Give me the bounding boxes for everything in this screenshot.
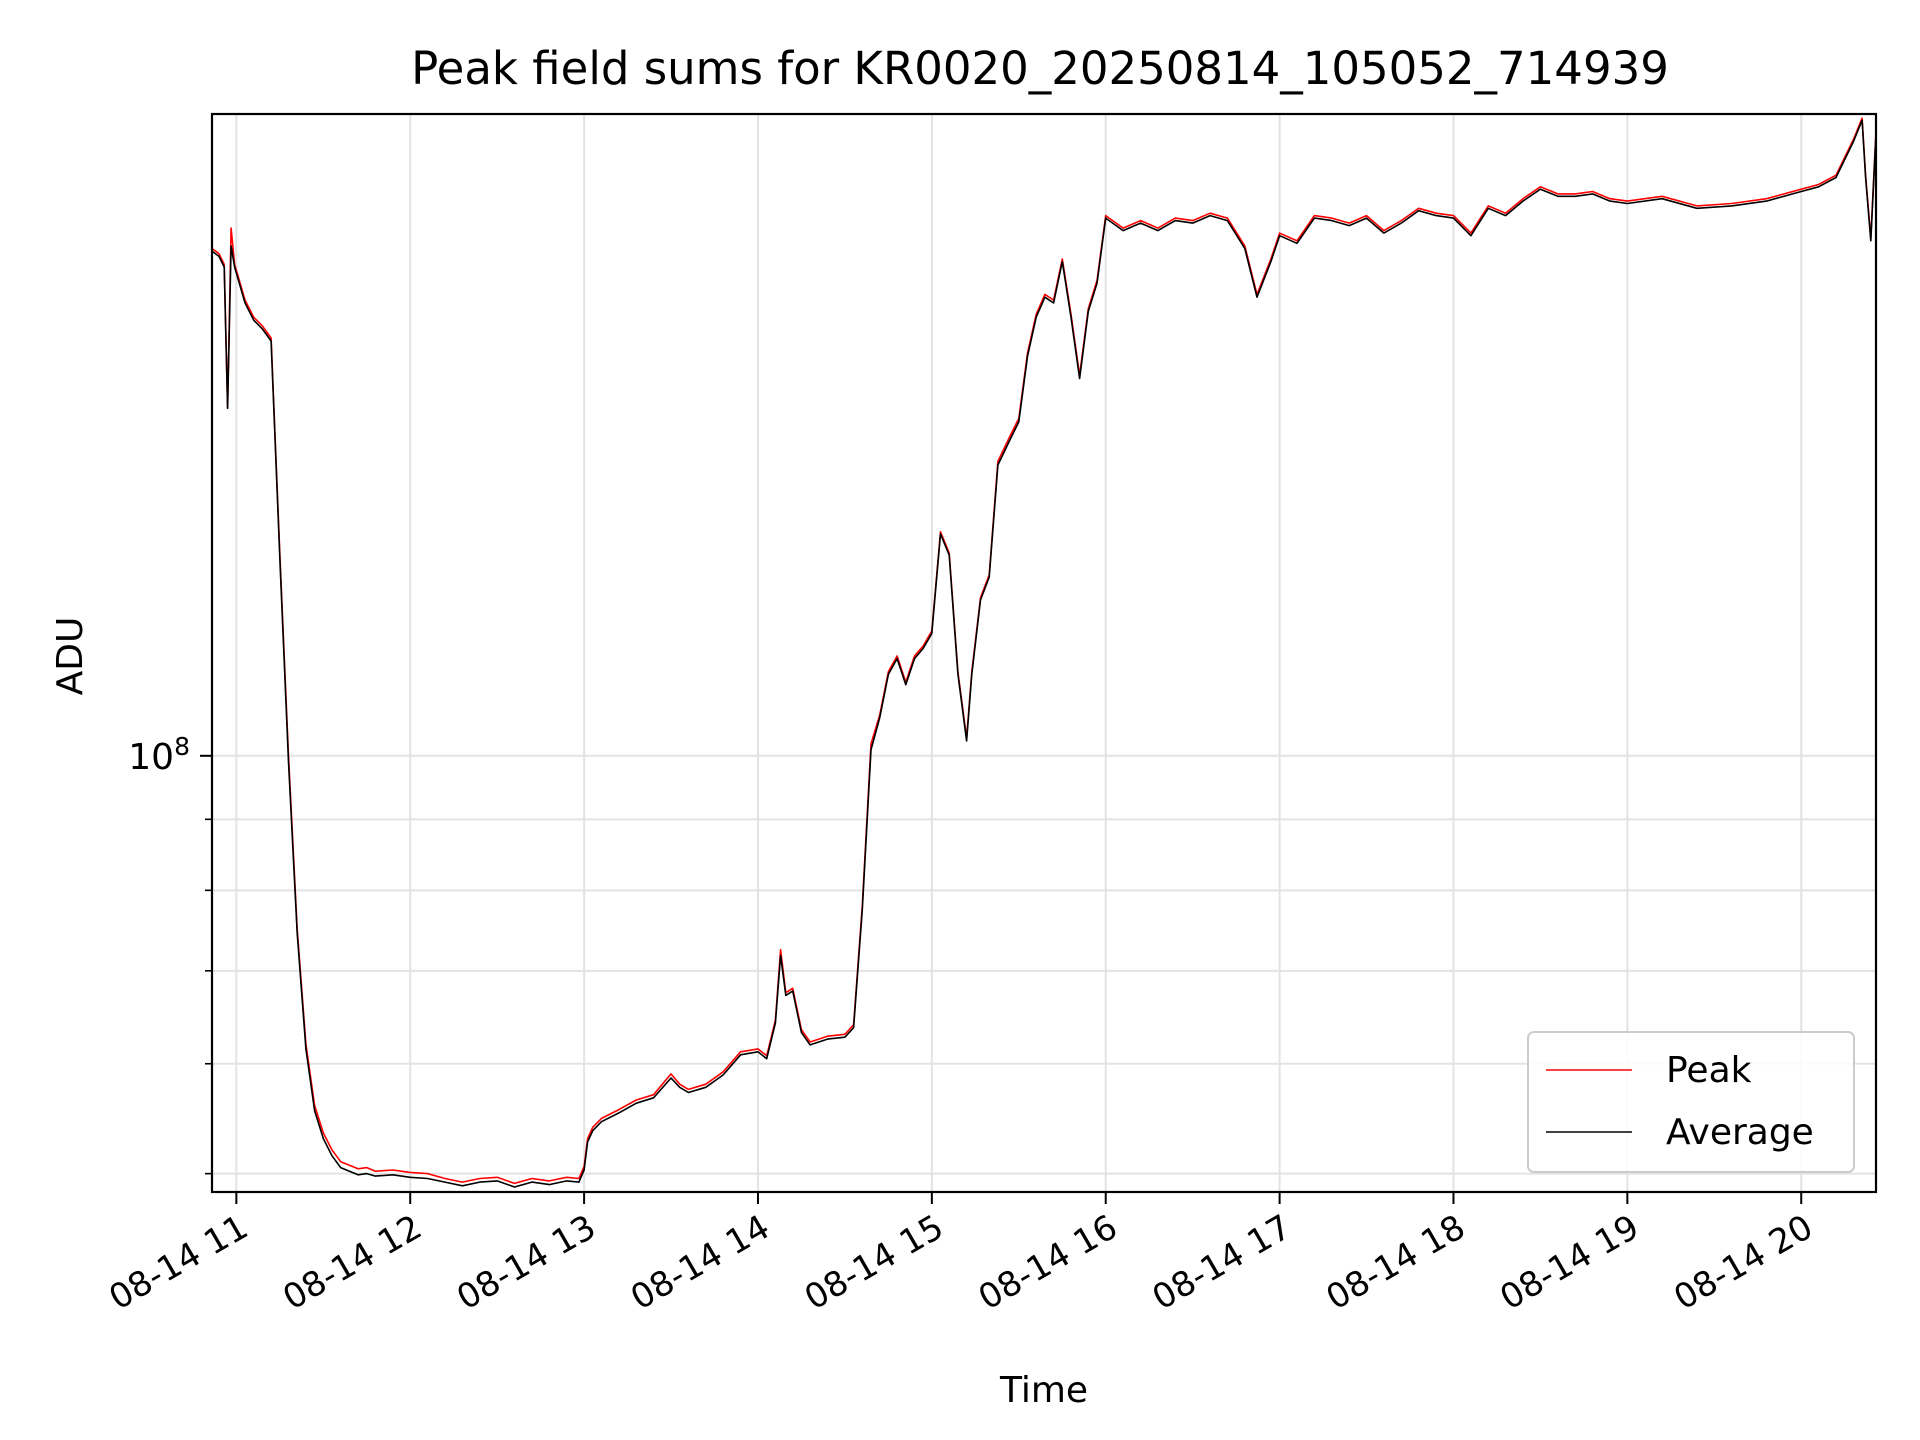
plot-frame — [210, 112, 1878, 1194]
legend-box — [1527, 1031, 1855, 1173]
series-line-average — [211, 119, 1877, 1188]
y-tick-label: 108 — [128, 732, 190, 778]
y-axis-label: ADU — [50, 617, 91, 696]
y-tick-label-exponent: 8 — [174, 732, 190, 761]
legend: Peak Average — [1527, 1031, 1855, 1173]
y-tick-label-base: 10 — [128, 737, 174, 778]
grid-lines — [212, 114, 1876, 1192]
series-line-peak — [211, 117, 1877, 1185]
legend-label-average: Average — [1666, 1112, 1814, 1153]
x-axis-label: Time — [999, 1370, 1088, 1411]
chart-title: Peak field sums for KR0020_20250814_1050… — [411, 42, 1669, 95]
y-axis: 108 — [128, 732, 212, 1175]
series-layer — [211, 117, 1877, 1188]
legend-label-peak: Peak — [1666, 1050, 1752, 1091]
